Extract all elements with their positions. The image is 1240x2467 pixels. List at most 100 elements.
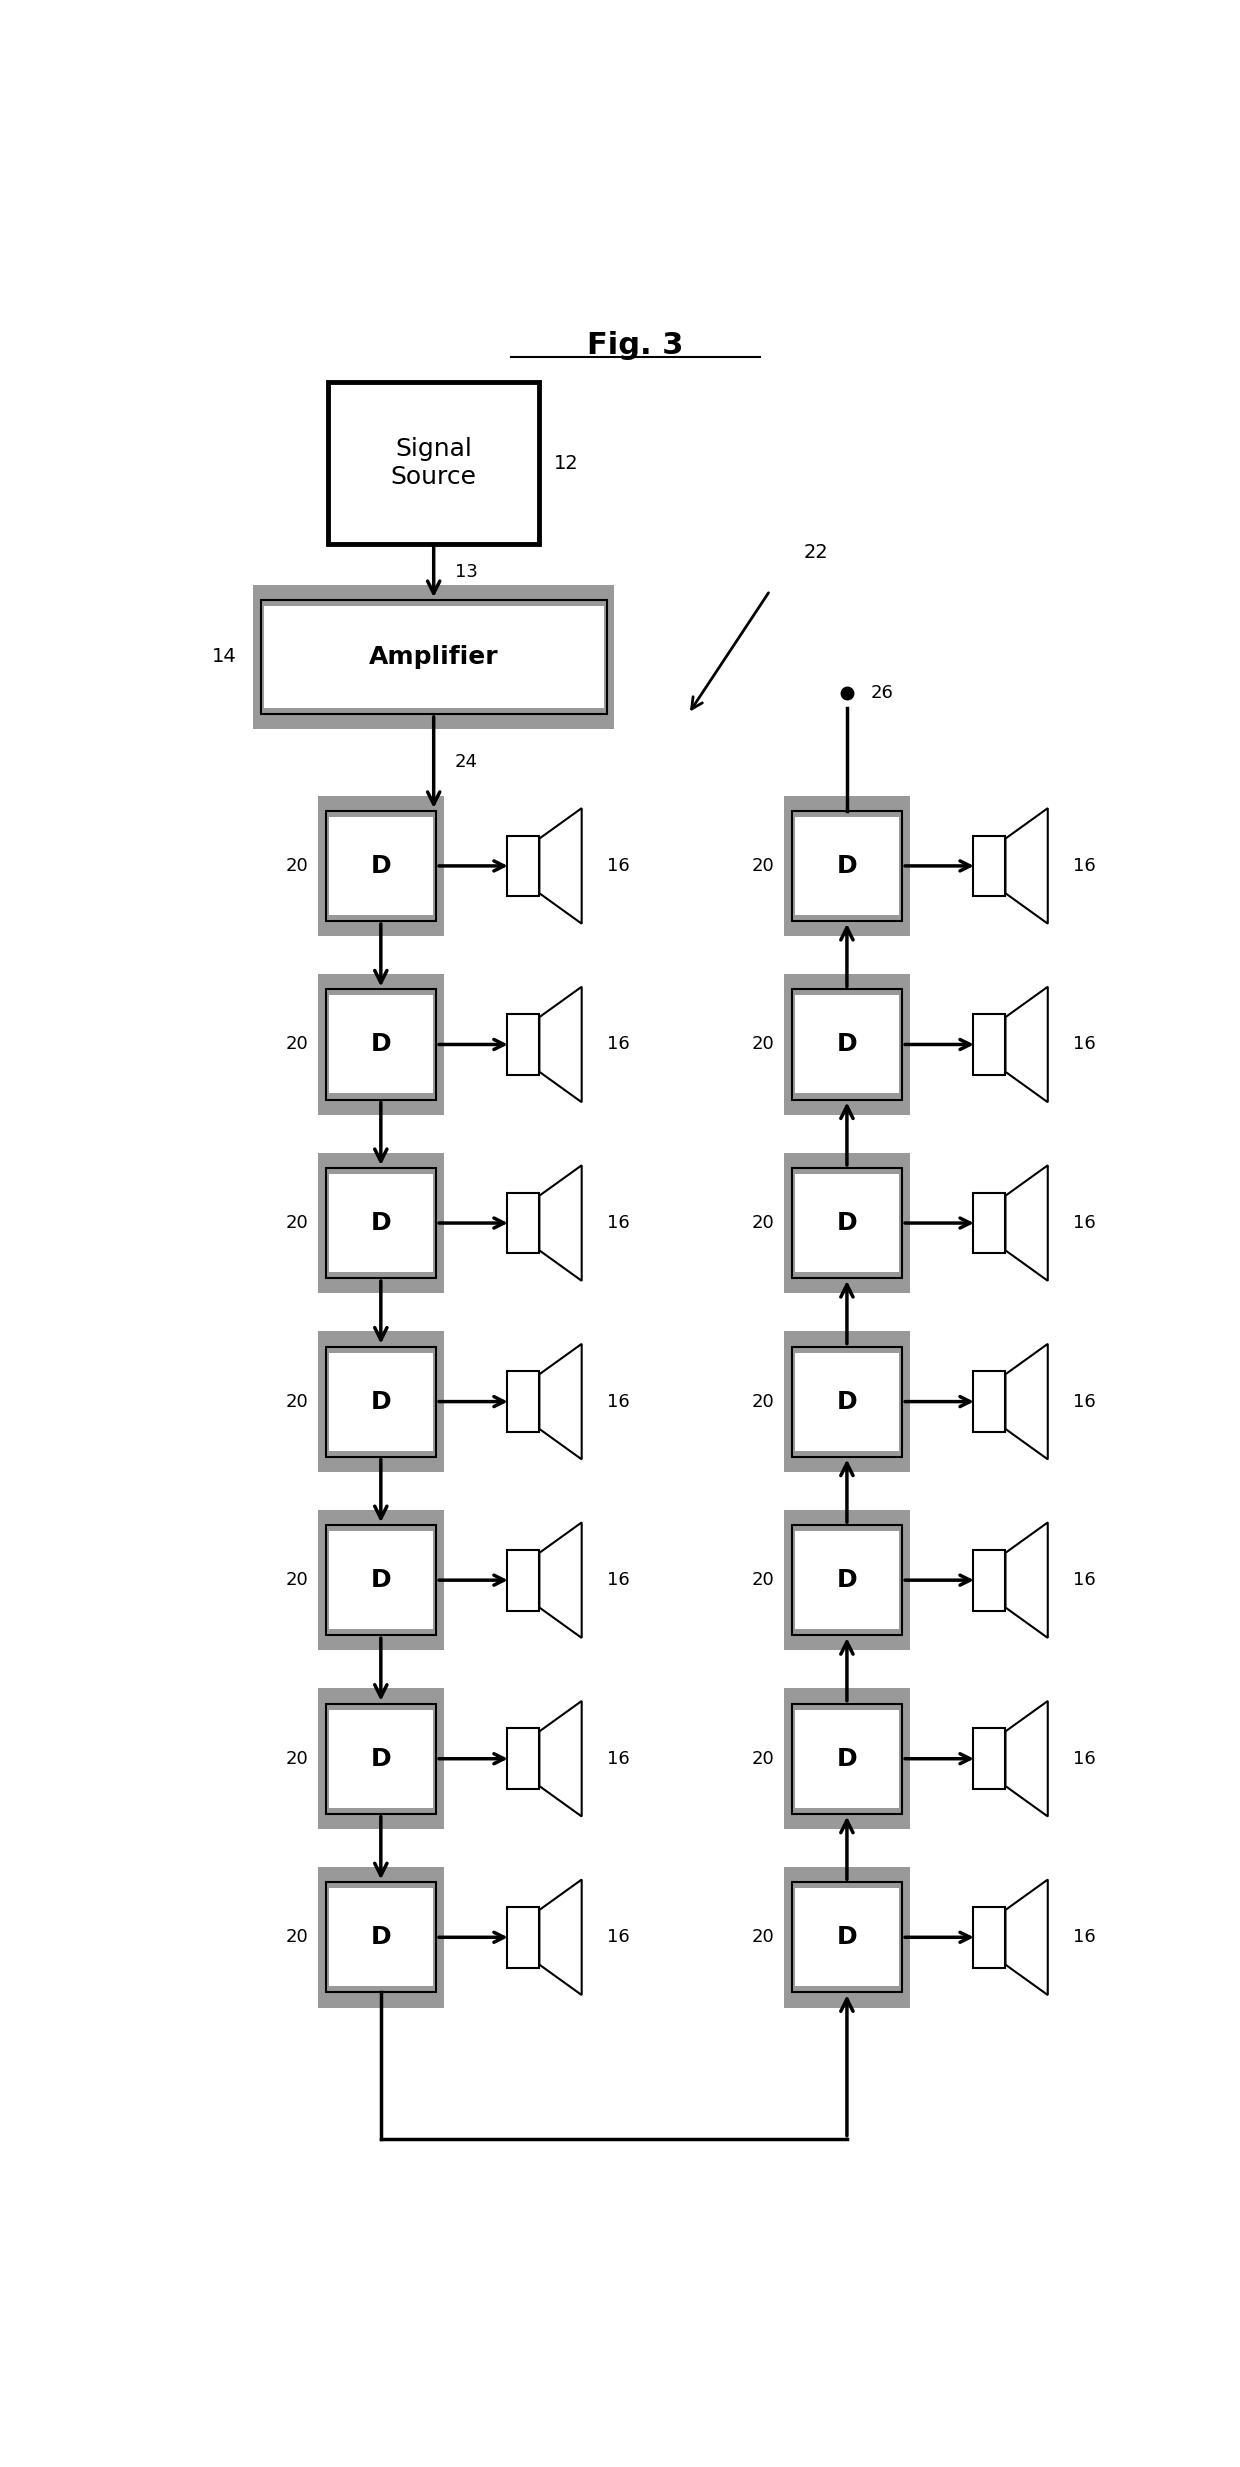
Bar bbox=[973, 1014, 1006, 1076]
Bar bbox=[260, 599, 606, 713]
Text: D: D bbox=[371, 1034, 391, 1056]
Bar bbox=[326, 1882, 436, 1993]
Text: D: D bbox=[837, 1034, 857, 1056]
Bar bbox=[784, 1687, 910, 1828]
Polygon shape bbox=[1006, 1880, 1048, 1996]
Polygon shape bbox=[539, 1164, 582, 1280]
Text: D: D bbox=[837, 1389, 857, 1414]
Text: 20: 20 bbox=[753, 1391, 775, 1411]
Text: 20: 20 bbox=[286, 1391, 309, 1411]
Text: D: D bbox=[371, 1211, 391, 1236]
Bar bbox=[795, 997, 899, 1093]
Text: 20: 20 bbox=[753, 1749, 775, 1769]
Polygon shape bbox=[1006, 809, 1048, 923]
Text: 20: 20 bbox=[753, 1214, 775, 1231]
Polygon shape bbox=[539, 1700, 582, 1816]
Text: 24: 24 bbox=[455, 752, 477, 772]
Polygon shape bbox=[539, 809, 582, 923]
Text: D: D bbox=[837, 1747, 857, 1771]
Bar bbox=[317, 797, 444, 935]
Bar bbox=[329, 1887, 433, 1986]
Bar bbox=[795, 1174, 899, 1273]
Polygon shape bbox=[1006, 1700, 1048, 1816]
Polygon shape bbox=[539, 1522, 582, 1638]
Bar bbox=[973, 836, 1006, 896]
Bar bbox=[507, 1729, 539, 1789]
Bar bbox=[326, 1167, 436, 1278]
Text: 16: 16 bbox=[1073, 1749, 1095, 1769]
Bar bbox=[326, 1347, 436, 1456]
Text: D: D bbox=[371, 1747, 391, 1771]
Bar bbox=[791, 812, 903, 920]
Text: D: D bbox=[837, 1569, 857, 1591]
Bar bbox=[329, 1352, 433, 1451]
Text: 16: 16 bbox=[1073, 1571, 1095, 1589]
Text: 12: 12 bbox=[554, 454, 579, 474]
Bar bbox=[784, 1510, 910, 1650]
Text: D: D bbox=[837, 854, 857, 878]
Text: 20: 20 bbox=[753, 1036, 775, 1053]
Bar bbox=[784, 1152, 910, 1293]
Text: 13: 13 bbox=[455, 562, 477, 580]
Bar bbox=[326, 1705, 436, 1813]
Text: 26: 26 bbox=[870, 683, 894, 703]
Bar bbox=[795, 1887, 899, 1986]
Bar bbox=[795, 1710, 899, 1808]
Bar bbox=[507, 1192, 539, 1253]
Bar bbox=[327, 382, 539, 543]
Bar bbox=[791, 1525, 903, 1636]
Bar bbox=[329, 997, 433, 1093]
Text: D: D bbox=[371, 1389, 391, 1414]
Bar bbox=[791, 1882, 903, 1993]
Text: 16: 16 bbox=[1073, 1036, 1095, 1053]
Text: 20: 20 bbox=[286, 1214, 309, 1231]
Polygon shape bbox=[1006, 987, 1048, 1103]
Bar bbox=[326, 812, 436, 920]
Bar bbox=[973, 1549, 1006, 1611]
Bar bbox=[317, 974, 444, 1115]
Bar bbox=[329, 817, 433, 915]
Bar bbox=[326, 989, 436, 1100]
Bar bbox=[507, 1014, 539, 1076]
Bar bbox=[784, 974, 910, 1115]
Bar bbox=[784, 797, 910, 935]
Bar bbox=[795, 817, 899, 915]
Bar bbox=[329, 1174, 433, 1273]
Bar bbox=[317, 1510, 444, 1650]
Text: 16: 16 bbox=[606, 1749, 630, 1769]
Text: Fig. 3: Fig. 3 bbox=[588, 331, 683, 360]
Bar bbox=[507, 836, 539, 896]
Text: 16: 16 bbox=[606, 1929, 630, 1946]
Bar bbox=[317, 1332, 444, 1473]
Text: Signal
Source: Signal Source bbox=[391, 437, 476, 488]
Bar bbox=[791, 1167, 903, 1278]
Text: D: D bbox=[371, 1569, 391, 1591]
Bar bbox=[784, 1868, 910, 2008]
Text: 16: 16 bbox=[1073, 856, 1095, 876]
Text: 20: 20 bbox=[753, 1929, 775, 1946]
Polygon shape bbox=[1006, 1164, 1048, 1280]
Text: 16: 16 bbox=[606, 856, 630, 876]
Text: 20: 20 bbox=[286, 1036, 309, 1053]
Bar bbox=[264, 607, 604, 708]
Text: 16: 16 bbox=[1073, 1214, 1095, 1231]
Bar bbox=[973, 1907, 1006, 1969]
Text: 20: 20 bbox=[753, 1571, 775, 1589]
Polygon shape bbox=[1006, 1522, 1048, 1638]
Text: D: D bbox=[837, 1211, 857, 1236]
Bar bbox=[973, 1192, 1006, 1253]
Bar bbox=[253, 585, 614, 730]
Bar bbox=[973, 1729, 1006, 1789]
Bar bbox=[795, 1532, 899, 1628]
Bar bbox=[329, 1532, 433, 1628]
Polygon shape bbox=[539, 1345, 582, 1460]
Bar bbox=[791, 1705, 903, 1813]
Text: D: D bbox=[371, 1924, 391, 1949]
Bar bbox=[507, 1549, 539, 1611]
Bar bbox=[784, 1332, 910, 1473]
Text: 20: 20 bbox=[286, 1929, 309, 1946]
Text: 16: 16 bbox=[606, 1214, 630, 1231]
Bar bbox=[795, 1352, 899, 1451]
Polygon shape bbox=[1006, 1345, 1048, 1460]
Bar bbox=[317, 1152, 444, 1293]
